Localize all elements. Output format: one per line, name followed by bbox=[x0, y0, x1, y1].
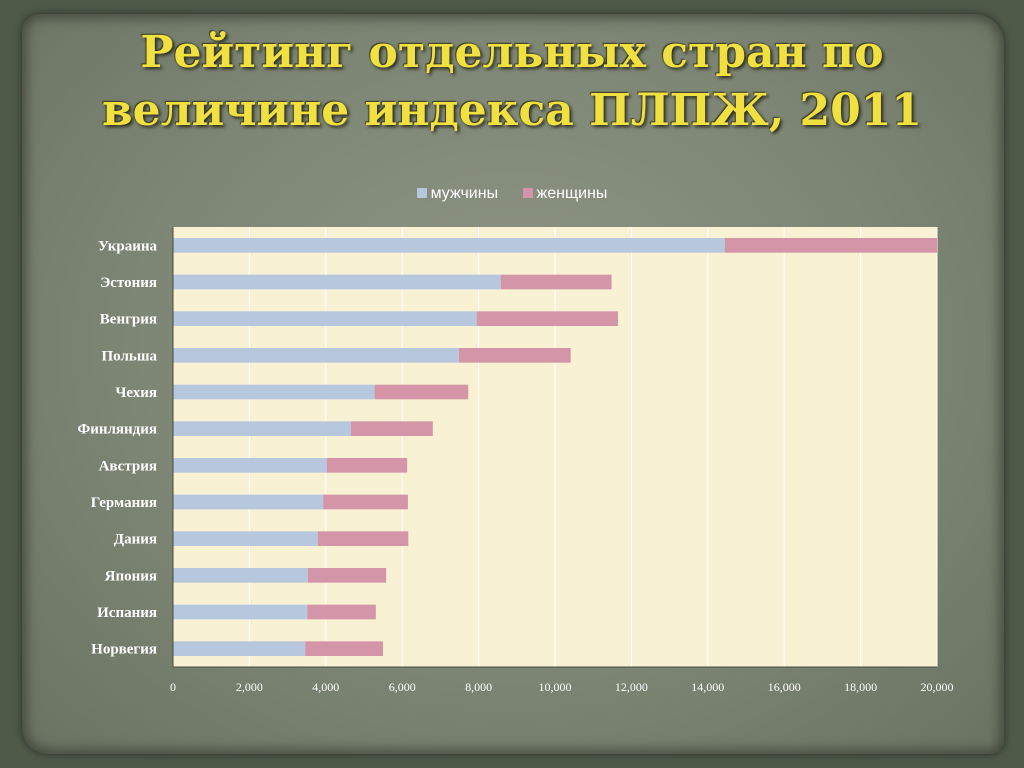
bar-women bbox=[724, 238, 937, 253]
category-label: Эстония bbox=[100, 275, 157, 291]
legend-item-women: женщины bbox=[522, 185, 608, 203]
category-label: Финляндия bbox=[77, 422, 157, 438]
bar-women bbox=[476, 311, 619, 326]
category-label: Норвегия bbox=[91, 642, 157, 658]
legend-label-men: мужчины bbox=[430, 185, 499, 202]
bar-men bbox=[173, 384, 375, 400]
bar-women bbox=[317, 531, 409, 546]
bar-men bbox=[173, 604, 308, 620]
category-label: Австрия bbox=[99, 458, 157, 474]
category-label: Венгрия bbox=[100, 312, 157, 328]
x-tick-label: 4,000 bbox=[312, 680, 339, 694]
bar-women bbox=[351, 421, 433, 436]
bar-men bbox=[173, 421, 352, 436]
bar-men bbox=[173, 274, 501, 290]
x-tick-label: 18,000 bbox=[844, 680, 877, 694]
bar-men bbox=[173, 641, 306, 656]
x-tick-label: 10,000 bbox=[539, 680, 572, 694]
bar-women bbox=[305, 641, 384, 656]
bar-women bbox=[326, 458, 408, 473]
bar-men bbox=[173, 348, 459, 363]
legend-label-women: женщины bbox=[536, 185, 608, 202]
bar-men bbox=[173, 458, 327, 473]
x-tick-label: 6,000 bbox=[389, 680, 416, 694]
bar-women bbox=[458, 348, 571, 363]
slide-title: Рейтинг отдельных стран по величине инде… bbox=[0, 24, 1024, 140]
bar-women bbox=[500, 274, 612, 290]
category-label: Украина bbox=[98, 238, 158, 254]
bar-men bbox=[173, 568, 308, 583]
chart-legend: мужчины женщины bbox=[0, 185, 1024, 203]
bar-men bbox=[173, 531, 318, 546]
legend-swatch-men bbox=[416, 188, 427, 198]
x-tick-label: 20,000 bbox=[921, 680, 954, 694]
category-label: Дания bbox=[114, 532, 157, 548]
x-tick-label: 16,000 bbox=[768, 680, 801, 694]
title-line-2: величине индекса ПЛПЖ, 2011 bbox=[102, 85, 922, 136]
bar-men bbox=[173, 311, 477, 326]
bar-men bbox=[173, 238, 725, 253]
legend-swatch-women bbox=[522, 188, 533, 198]
category-label: Чехия bbox=[115, 385, 157, 401]
x-tick-label: 14,000 bbox=[691, 680, 724, 694]
x-tick-label: 8,000 bbox=[465, 680, 492, 694]
x-tick-label: 0 bbox=[170, 680, 176, 694]
x-tick-label: 2,000 bbox=[236, 680, 263, 694]
bar-women bbox=[307, 568, 387, 583]
legend-item-men: мужчины bbox=[416, 185, 499, 203]
bar-men bbox=[173, 494, 324, 510]
category-label: Германия bbox=[91, 495, 157, 511]
x-tick-label: 12,000 bbox=[615, 680, 648, 694]
title-line-1: Рейтинг отдельных стран по bbox=[140, 27, 884, 78]
category-label: Япония bbox=[105, 568, 157, 584]
category-label: Испания bbox=[97, 605, 157, 621]
category-label: Польша bbox=[102, 348, 158, 364]
bar-women bbox=[323, 494, 408, 510]
bar-women bbox=[374, 384, 469, 400]
bar-women bbox=[307, 604, 376, 620]
